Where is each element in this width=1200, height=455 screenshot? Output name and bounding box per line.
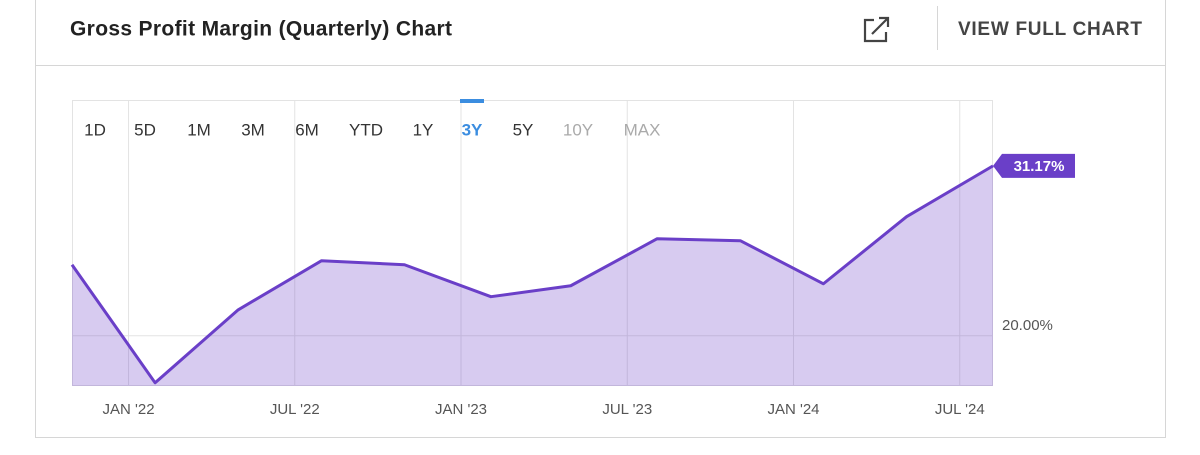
x-tick-label: JAN '24 [767, 401, 819, 418]
range-selected-bar [460, 99, 484, 103]
range-button[interactable]: 3M [241, 120, 265, 139]
x-tick-label: JUL '23 [602, 401, 652, 418]
range-button: 10Y [563, 120, 593, 139]
plot-border [72, 100, 993, 386]
range-button[interactable]: YTD [349, 120, 383, 139]
range-button[interactable]: 1M [187, 120, 211, 139]
view-full-chart[interactable]: VIEW FULL CHART [958, 19, 1142, 40]
line [70, 164, 994, 385]
range-button[interactable]: 1D [84, 120, 106, 139]
open-icon[interactable] [863, 16, 890, 43]
area [72, 165, 993, 386]
x-tick-label: JAN '22 [102, 401, 154, 418]
range-button: MAX [624, 120, 661, 139]
y-tick-label: 20.00% [1002, 317, 1053, 334]
range-button[interactable]: 6M [295, 120, 319, 139]
x-tick-label: JAN '23 [435, 401, 487, 418]
range-button[interactable]: 5D [134, 120, 156, 139]
value-label: 31.17% [1014, 158, 1065, 175]
x-tick-label: JUL '22 [270, 401, 320, 418]
card-title: Gross Profit Margin (Quarterly) Chart [70, 18, 452, 41]
card-border [35, 0, 1166, 438]
value-badge [993, 153, 1075, 178]
range-button[interactable]: 3Y [462, 120, 483, 139]
range-button[interactable]: 1Y [413, 120, 434, 139]
x-tick-label: JUL '24 [935, 401, 985, 418]
range-button[interactable]: 5Y [513, 120, 534, 139]
